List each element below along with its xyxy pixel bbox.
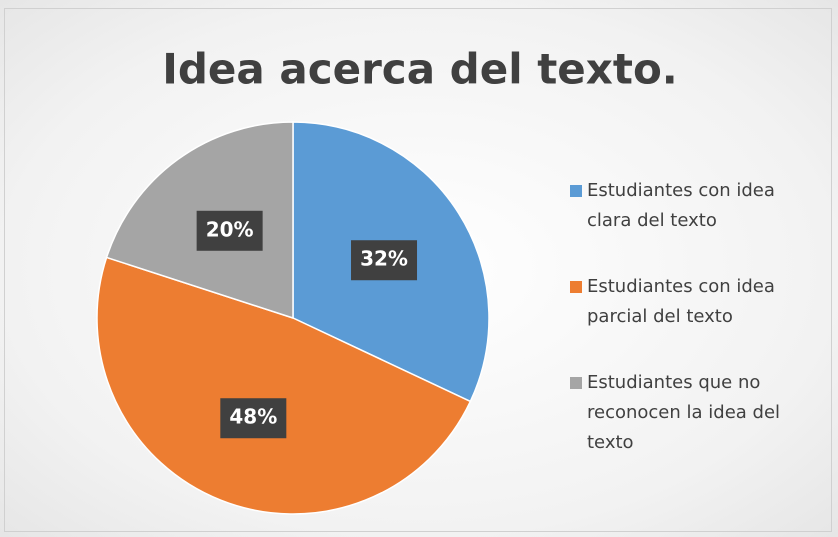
data-label-box: [220, 398, 287, 439]
chart-frame: [4, 8, 832, 532]
legend-entry: Estudiantes con idea parcial del texto: [570, 272, 820, 332]
legend-label: Estudiantes que no reconocen la idea del…: [587, 372, 781, 453]
data-label-box: [351, 240, 418, 281]
pie-slice: [96, 256, 472, 515]
legend-swatch: [570, 377, 582, 389]
chart-title: Idea acerca del texto.: [162, 45, 678, 94]
legend-entry: Estudiantes que no reconocen la idea del…: [570, 368, 820, 458]
legend-entry: Estudiantes con idea clara del texto: [570, 176, 820, 236]
legend: Estudiantes con idea clara del texto Estu…: [570, 176, 820, 494]
legend-label: Estudiantes con idea clara del texto: [587, 180, 775, 231]
legend-swatch: [570, 185, 582, 197]
data-label: 48%: [229, 405, 277, 429]
legend-swatch: [570, 281, 582, 293]
legend-label: Estudiantes con idea parcial del texto: [587, 276, 775, 327]
data-label: 32%: [360, 247, 408, 271]
data-label: 20%: [206, 217, 254, 241]
data-label-box: [196, 210, 263, 251]
